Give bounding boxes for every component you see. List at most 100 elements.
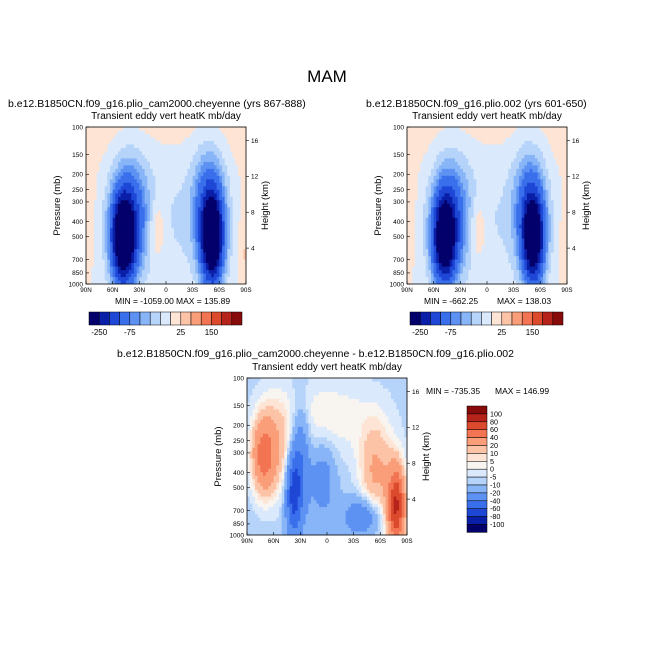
field-cell — [460, 200, 464, 205]
field-cell — [171, 256, 175, 260]
field-cell — [147, 189, 151, 194]
field-cell — [160, 207, 164, 212]
field-cell — [420, 182, 424, 187]
field-cell — [511, 158, 515, 163]
field-cell — [123, 161, 127, 166]
field-cell — [511, 182, 515, 187]
field-cell — [112, 130, 116, 135]
field-cell — [503, 217, 507, 222]
field-cell — [104, 277, 108, 281]
field-cell — [91, 256, 95, 260]
field-cell — [449, 165, 453, 170]
field-cell — [436, 158, 440, 163]
field-cell — [118, 280, 122, 285]
field-cell — [463, 196, 467, 201]
field-cell — [232, 175, 236, 180]
field-cell — [409, 256, 413, 260]
field-cell — [460, 147, 464, 152]
field-cell — [503, 175, 507, 180]
field-cell — [200, 263, 204, 267]
field-cell — [174, 186, 178, 191]
field-cell — [444, 189, 448, 194]
lat-tick-label: 90S — [240, 287, 251, 294]
field-cell — [182, 231, 186, 236]
field-cell — [407, 228, 411, 233]
field-cell — [200, 186, 204, 191]
field-cell — [96, 151, 100, 156]
field-cell — [439, 137, 443, 142]
field-cell — [179, 165, 183, 170]
field-cell — [144, 133, 148, 138]
field-cell — [104, 238, 108, 243]
field-cell — [476, 203, 480, 208]
field-cell — [227, 256, 231, 260]
field-cell — [484, 259, 488, 264]
field-cell — [407, 189, 411, 194]
field-cell — [99, 186, 103, 191]
field-cell — [110, 151, 114, 156]
field-cell — [492, 203, 496, 208]
field-cell — [417, 127, 421, 131]
field-cell — [497, 263, 501, 267]
field-cell — [118, 256, 122, 260]
field-cell — [463, 133, 467, 138]
field-cell — [505, 189, 509, 194]
field-cell — [511, 161, 515, 166]
field-cell — [184, 210, 188, 215]
field-cell — [179, 273, 183, 278]
field-cell — [463, 189, 467, 194]
field-cell — [195, 168, 199, 173]
field-cell — [441, 140, 445, 145]
field-cell — [99, 154, 103, 159]
field-cell — [88, 245, 92, 250]
field-cell — [420, 154, 424, 159]
field-cell — [415, 207, 419, 212]
field-cell — [198, 221, 202, 226]
field-cell — [187, 193, 191, 198]
field-cell — [192, 196, 196, 201]
field-cell — [88, 224, 92, 229]
field-cell — [444, 263, 448, 267]
field-cell — [532, 154, 536, 159]
field-cell — [412, 266, 416, 271]
field-cell — [222, 277, 226, 281]
field-cell — [487, 168, 491, 173]
field-cell — [155, 242, 159, 247]
field-cell — [118, 179, 122, 184]
field-cell — [200, 189, 204, 194]
field-cell — [500, 137, 504, 142]
field-cell — [487, 231, 491, 236]
field-cell — [243, 140, 247, 145]
field-cell — [463, 273, 467, 278]
field-cell — [96, 130, 100, 135]
field-cell — [168, 165, 172, 170]
field-cell — [441, 242, 445, 247]
field-cell — [415, 242, 419, 247]
field-cell — [211, 242, 215, 247]
field-cell — [123, 224, 127, 229]
field-cell — [433, 270, 437, 274]
field-cell — [118, 273, 122, 278]
field-cell — [479, 127, 483, 131]
field-cell — [473, 235, 477, 240]
field-cell — [471, 242, 475, 247]
field-cell — [441, 151, 445, 156]
field-cell — [126, 221, 130, 226]
field-cell — [433, 245, 437, 250]
field-cell — [214, 130, 218, 135]
field-cell — [216, 277, 220, 281]
field-cell — [136, 238, 140, 243]
field-cell — [240, 168, 244, 173]
field-cell — [94, 200, 98, 205]
field-cell — [524, 182, 528, 187]
field-cell — [473, 168, 477, 173]
field-cell — [537, 130, 541, 135]
field-cell — [190, 193, 194, 198]
field-cell — [112, 193, 116, 198]
field-cell — [468, 189, 472, 194]
field-cell — [465, 200, 469, 205]
field-cell — [455, 200, 459, 205]
field-cell — [428, 154, 432, 159]
field-cell — [168, 172, 172, 177]
field-cell — [476, 277, 480, 281]
